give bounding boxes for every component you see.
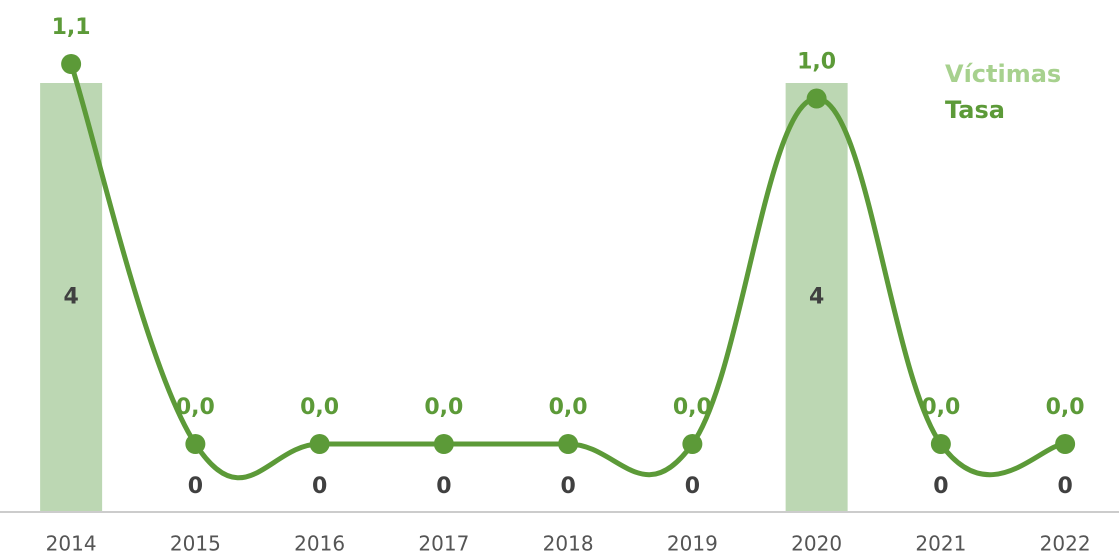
x-tick-label: 2019 bbox=[667, 532, 718, 555]
x-tick-label: 2020 bbox=[791, 532, 842, 555]
point bbox=[309, 434, 330, 454]
bar-label: 4 bbox=[809, 285, 824, 310]
line-label: 0,0 bbox=[300, 395, 339, 420]
line-label: 0,0 bbox=[176, 395, 215, 420]
legend-entry: Tasa bbox=[945, 96, 1005, 124]
bar-label: 0 bbox=[312, 474, 327, 499]
bar-label: 0 bbox=[685, 474, 700, 499]
bar bbox=[40, 83, 103, 512]
line-label: 1,1 bbox=[52, 15, 91, 40]
line-label: 0,0 bbox=[1046, 395, 1085, 420]
point bbox=[806, 88, 827, 109]
bar-label: 0 bbox=[436, 474, 451, 499]
line-label: 0,0 bbox=[921, 395, 960, 420]
bar-label: 4 bbox=[63, 285, 78, 310]
x-tick-label: 2015 bbox=[170, 532, 221, 555]
bar-label: 0 bbox=[560, 474, 575, 499]
point bbox=[558, 434, 579, 454]
point bbox=[1055, 434, 1076, 454]
line-label: 0,0 bbox=[673, 395, 712, 420]
point bbox=[185, 434, 206, 454]
point bbox=[930, 434, 951, 454]
x-tick-label: 2018 bbox=[543, 532, 594, 555]
bar-label: 0 bbox=[188, 474, 203, 499]
line-label: 0,0 bbox=[424, 395, 463, 420]
x-tick-label: 2017 bbox=[418, 532, 469, 555]
bar bbox=[785, 83, 848, 512]
point bbox=[682, 434, 703, 454]
point bbox=[61, 54, 82, 74]
bar-label: 0 bbox=[933, 474, 948, 499]
x-tick-label: 2016 bbox=[294, 532, 345, 555]
x-tick-label: 2022 bbox=[1040, 532, 1091, 555]
point bbox=[433, 434, 454, 454]
x-tick-label: 2014 bbox=[46, 532, 97, 555]
line-label: 1,0 bbox=[797, 50, 836, 75]
bar-label: 0 bbox=[1057, 474, 1072, 499]
legend-entry: Víctimas bbox=[945, 60, 1061, 88]
x-tick-label: 2021 bbox=[915, 532, 966, 555]
line-label: 0,0 bbox=[549, 395, 588, 420]
